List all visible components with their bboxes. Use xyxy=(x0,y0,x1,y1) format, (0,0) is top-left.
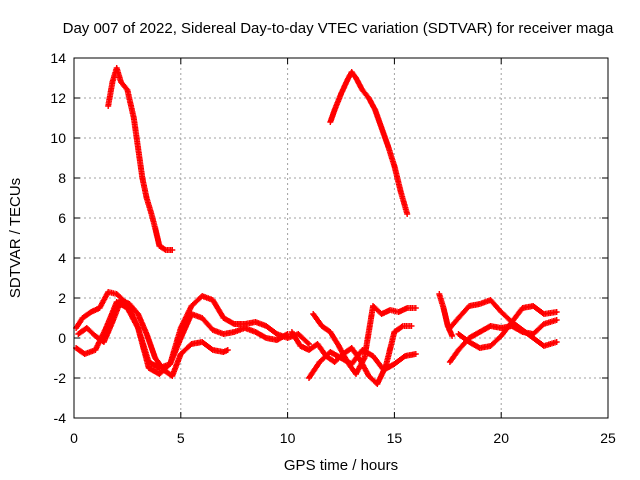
series-s3 xyxy=(75,297,231,379)
y-tick-label: 8 xyxy=(58,170,66,186)
series-s2 xyxy=(73,299,291,377)
series-s8 xyxy=(446,297,560,331)
y-tick-label: -2 xyxy=(54,370,67,386)
series-marks-s6 xyxy=(288,323,415,387)
series-marks-s3 xyxy=(75,297,231,379)
series-marks-s8 xyxy=(446,297,560,331)
x-tick-label: 25 xyxy=(600,430,616,446)
y-tick-label: 12 xyxy=(50,90,66,106)
x-tick-label: 0 xyxy=(70,430,78,446)
series-s6 xyxy=(288,323,415,387)
y-tick-label: 2 xyxy=(58,290,66,306)
y-tick-label: 6 xyxy=(58,210,66,226)
y-axis-label: SDTVAR / TECUs xyxy=(7,178,24,298)
x-tick-label: 5 xyxy=(177,430,185,446)
series-s10 xyxy=(455,319,560,351)
series-marks-arc1 xyxy=(105,65,176,253)
series-arc2 xyxy=(327,69,411,217)
x-tick-label: 20 xyxy=(493,430,509,446)
x-axis-label: GPS time / hours xyxy=(284,457,398,474)
y-tick-label: 10 xyxy=(50,130,66,146)
y-axis-ticks: -4 -2 0 2 4 6 8 10 12 14 xyxy=(50,50,608,426)
x-tick-label: 10 xyxy=(280,430,296,446)
y-tick-label: 14 xyxy=(50,50,66,66)
plot-frame xyxy=(73,57,609,419)
x-axis-ticks: 0 5 10 15 20 25 xyxy=(70,58,616,446)
chart-title: Day 007 of 2022, Sidereal Day-to-day VTE… xyxy=(63,20,614,37)
data-points xyxy=(73,65,560,387)
y-tick-label: 0 xyxy=(58,330,66,346)
series-marks-arc2 xyxy=(327,69,411,217)
y-tick-label: -4 xyxy=(54,410,67,426)
series-arc1 xyxy=(105,65,176,253)
series-marks-s2 xyxy=(73,299,291,377)
y-tick-label: 4 xyxy=(58,250,66,266)
series-marks-s10 xyxy=(455,319,560,351)
x-tick-label: 15 xyxy=(387,430,403,446)
